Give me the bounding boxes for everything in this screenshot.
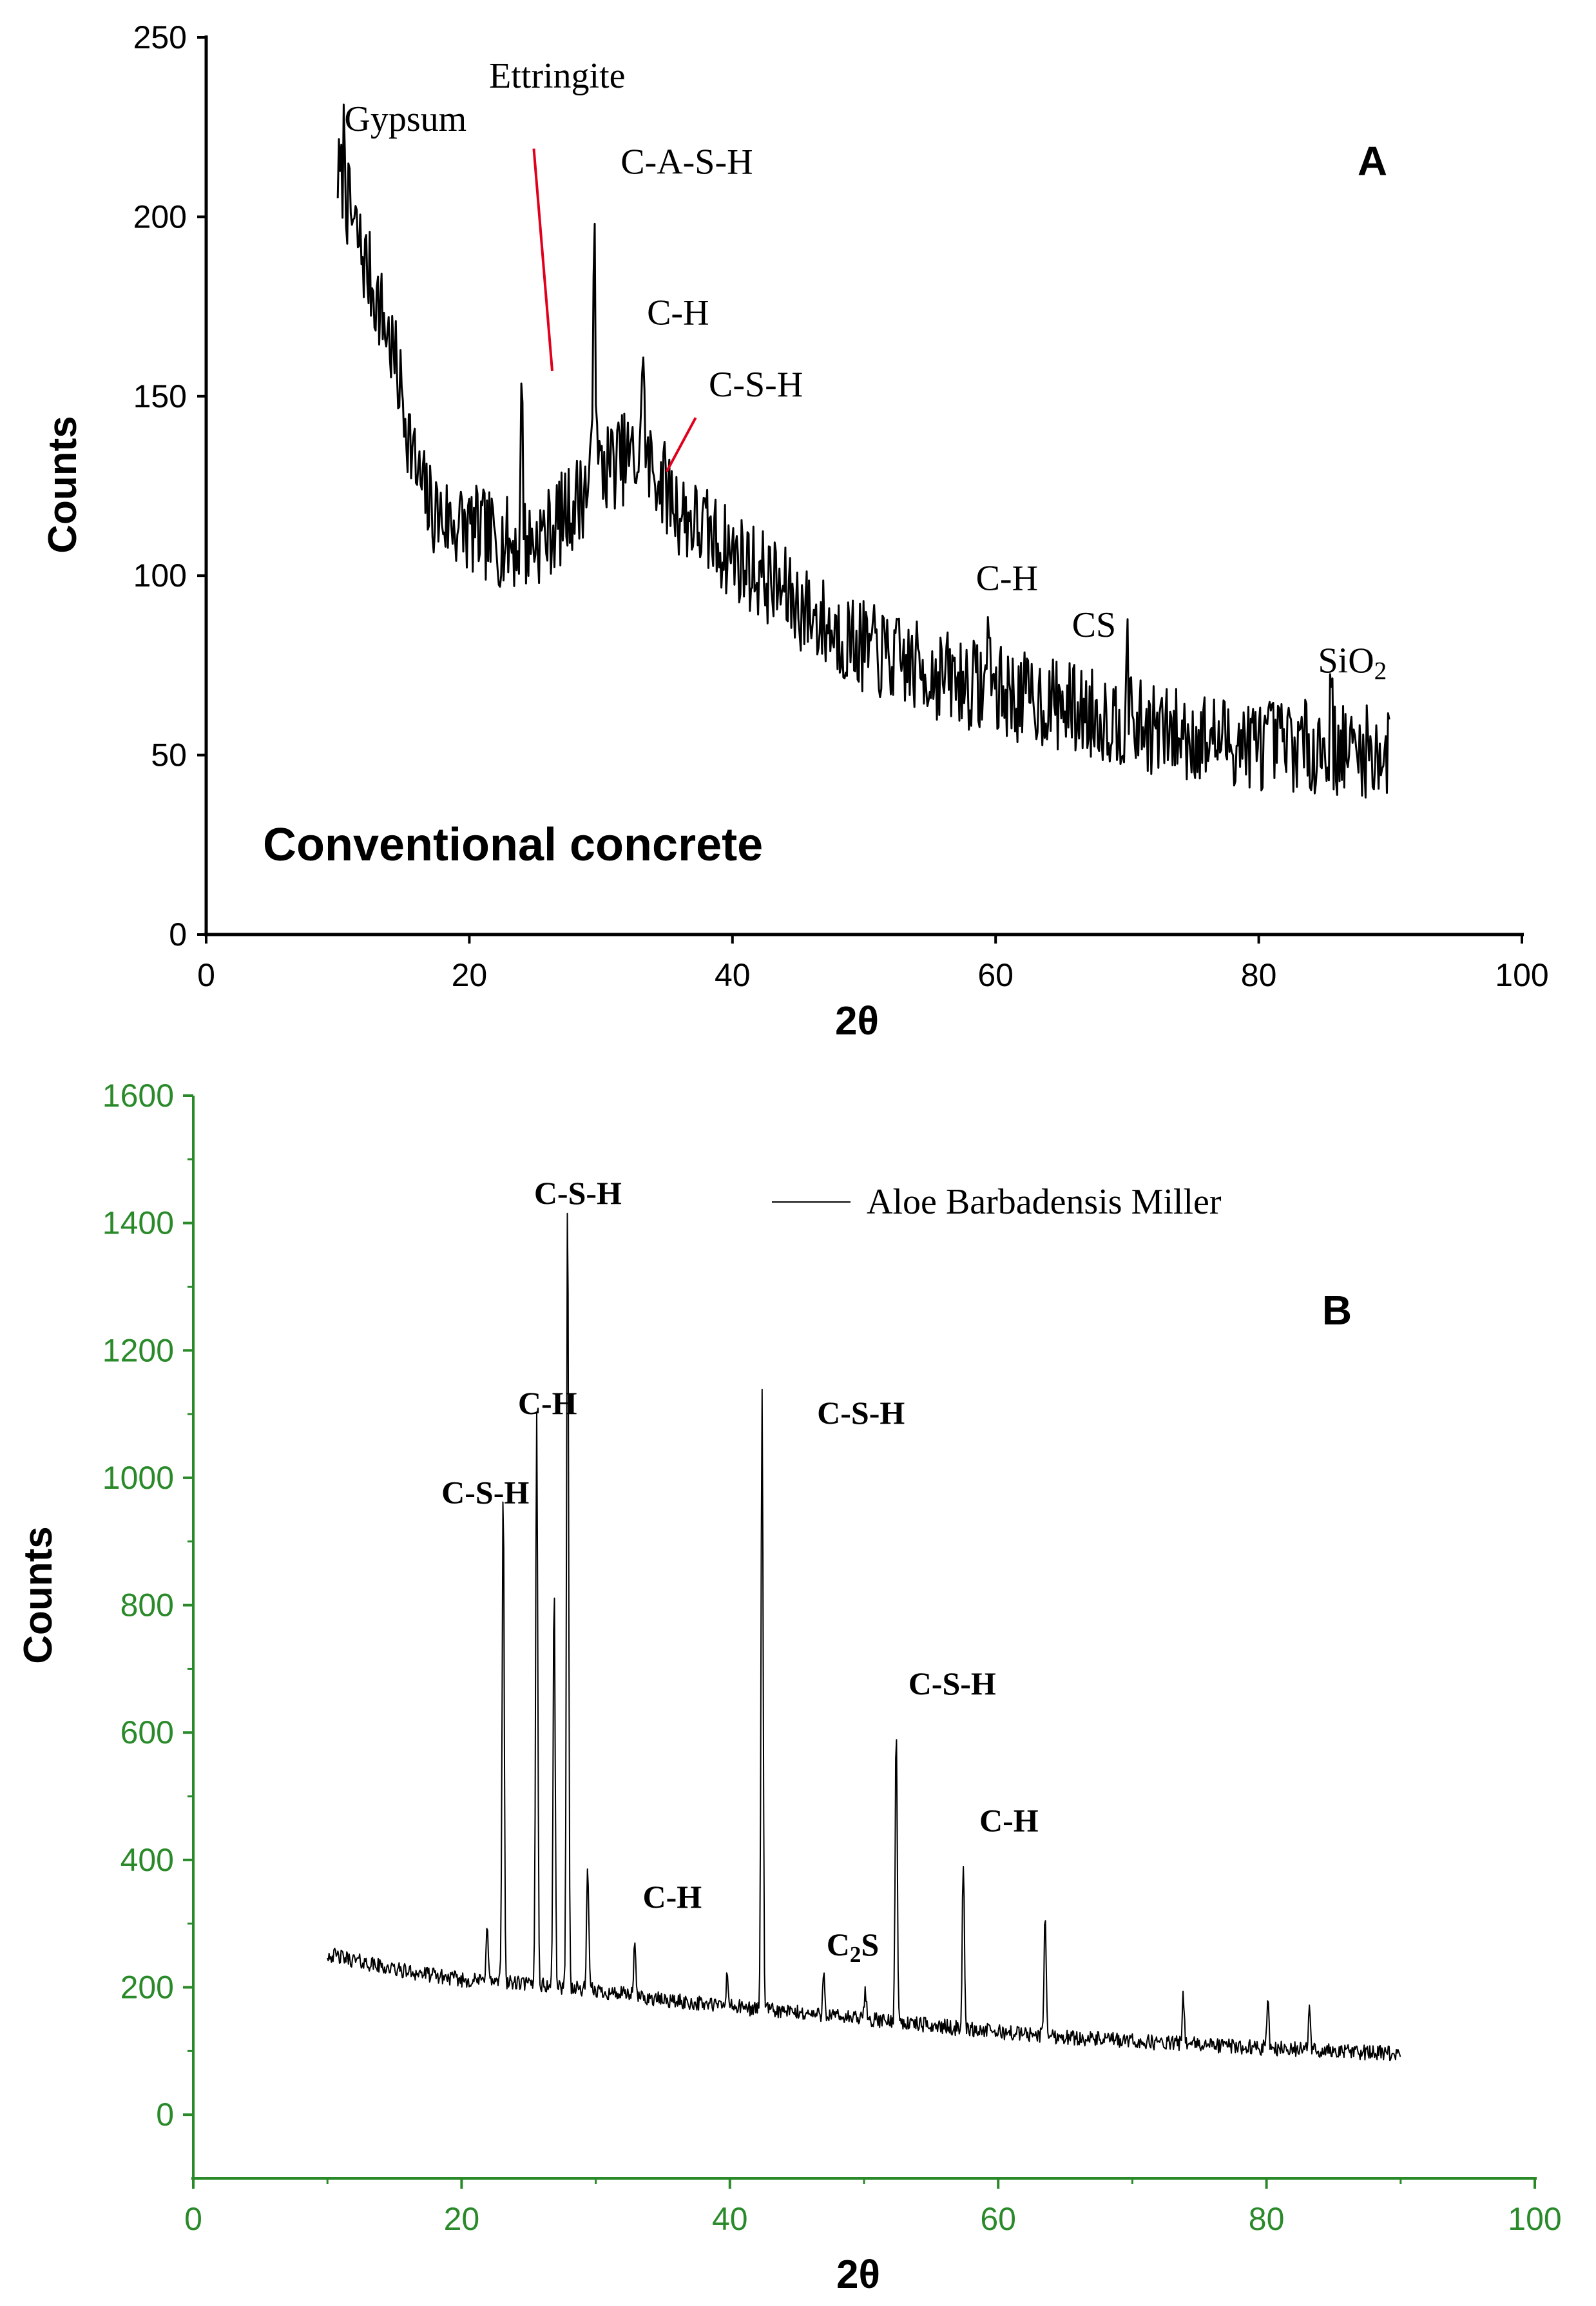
panel-a-markers — [532, 148, 697, 472]
panel-b-data-line — [327, 1212, 1401, 2062]
panel-b-chart: 0 20 40 60 80 1000200400600800100012001400160… — [16, 1078, 1562, 2297]
panel-b-x-axis-title: 2θ — [836, 2253, 880, 2297]
panel-a-peak-marker-line — [665, 417, 697, 472]
panel-a-series — [336, 103, 1390, 799]
panel-b-y-tick-label: 800 — [120, 1587, 174, 1623]
panel-a-chart: 0 20 40 60 80 100 0 50 100 150 200 250 Gypsum Ettrin… — [41, 19, 1549, 1043]
panel-a-peak-label: C-S-H — [709, 365, 803, 405]
panel-a-peak-label: C-A-S-H — [620, 142, 753, 182]
panel-b-peak-label: C2S — [827, 1926, 879, 1967]
panel-a-axes — [204, 35, 1524, 936]
panel-a-y-tick-label: 250 — [133, 19, 187, 55]
panel-a-peak-label: Gypsum — [344, 99, 466, 139]
panel-b-peak-label: C-H — [642, 1879, 702, 1915]
panel-b-y-tick-label: 1200 — [102, 1332, 174, 1368]
panel-a-caption: Conventional concrete — [263, 819, 763, 871]
panel-a-peak-label: Ettringite — [489, 56, 626, 96]
panel-b-peak-label: C-H — [518, 1385, 577, 1421]
panel-a-x-tick-label: 40 — [715, 957, 751, 993]
panel-a-y-tick-label: 50 — [151, 737, 187, 773]
panel-a-peak-label: C-H — [976, 558, 1038, 598]
panel-b-letter: B — [1322, 1287, 1352, 1333]
panel-a-peak-marker-line — [532, 148, 554, 371]
panel-b-x-tick-label: 100 — [1508, 2201, 1561, 2237]
panel-b-x-tick-label: 60 — [980, 2201, 1016, 2237]
panel-a-y-tick-label: 0 — [169, 916, 187, 953]
panel-b-peak-label: C-S-H — [441, 1474, 529, 1510]
panel-a-data-line — [336, 103, 1390, 799]
panel-b-peak-label: C-S-H — [534, 1175, 622, 1211]
panel-b-y-tick-label: 1000 — [102, 1460, 174, 1496]
panel-a-x-axis-title: 2θ — [835, 999, 879, 1043]
panel-a-y-axis-title: Counts — [41, 416, 85, 554]
panel-b-x-tick-label: 0 — [184, 2201, 202, 2237]
panel-b-axes — [191, 1096, 1537, 2180]
panel-a-x-tick-label: 20 — [452, 957, 488, 993]
panel-a-y-tick-label: 100 — [133, 557, 187, 594]
panel-b-annotations: C-S-H C-H C-S-H C-H C-S-H C2S C-S-H C-H — [441, 1175, 1039, 1967]
panel-b-y-tick-label: 400 — [120, 1842, 174, 1878]
panel-a-ticks: 0 20 40 60 80 100 0 50 100 150 200 250 — [133, 19, 1549, 993]
panel-b-x-tick-label: 40 — [712, 2201, 748, 2237]
panel-a-x-tick-label: 80 — [1241, 957, 1277, 993]
panel-a-peak-label: CS — [1072, 605, 1117, 645]
panel-b-x-tick-label: 20 — [444, 2201, 480, 2237]
panel-b-y-tick-label: 1600 — [102, 1078, 174, 1114]
panel-b-ticks: 0 20 40 60 80 1000200400600800100012001400160… — [102, 1078, 1562, 2237]
panel-a-y-tick-label: 150 — [133, 378, 187, 414]
panel-b-y-tick-label: 600 — [120, 1714, 174, 1750]
panel-a-y-tick-label: 200 — [133, 199, 187, 235]
panel-b-y-axis-title: Counts — [16, 1526, 61, 1664]
panel-b-x-tick-label: 80 — [1249, 2201, 1285, 2237]
panel-b-legend-label: Aloe Barbadensis Miller — [867, 1182, 1222, 1222]
panel-b-peak-label: C-S-H — [817, 1395, 905, 1431]
panel-a-x-tick-label: 0 — [197, 957, 215, 993]
panel-a-peak-label: SiO2 — [1318, 641, 1387, 685]
panel-b-y-tick-label: 1400 — [102, 1205, 174, 1241]
panel-a-peak-label: C-H — [647, 293, 709, 333]
panel-b-peak-label: C-H — [979, 1802, 1039, 1838]
panel-a-x-tick-label: 100 — [1495, 957, 1548, 993]
panel-a-x-tick-label: 60 — [977, 957, 1014, 993]
panel-b-series — [327, 1212, 1401, 2062]
panel-b-peak-label: C-S-H — [909, 1665, 996, 1701]
panel-a-letter: A — [1358, 138, 1387, 184]
panel-b-y-tick-label: 0 — [156, 2097, 174, 2133]
panel-b-y-tick-label: 200 — [120, 1970, 174, 2006]
